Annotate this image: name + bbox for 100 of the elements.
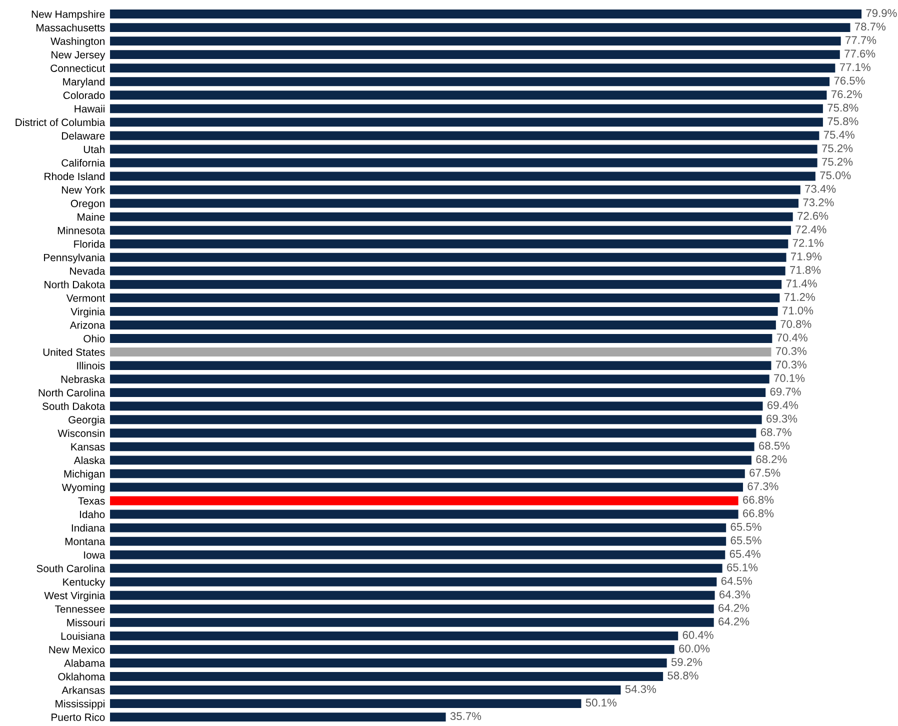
y-tick-label: Massachusetts [36, 24, 105, 32]
data-label: 54.3% [625, 685, 656, 694]
y-tick-label: Puerto Rico [52, 713, 105, 721]
y-tick-label: Texas [78, 497, 105, 505]
y-tick-label: Georgia [68, 416, 106, 426]
bar [110, 348, 772, 356]
data-label: 71.9% [791, 252, 822, 260]
y-tick-label: District of Columbia [16, 118, 106, 126]
bar [110, 10, 862, 18]
y-tick-label: Rhode Island [44, 172, 104, 180]
data-label: 75.4% [824, 130, 854, 139]
y-tick-label: Illinois [77, 362, 105, 370]
bar [110, 510, 738, 519]
y-tick-label: Ohio [84, 334, 105, 342]
bar [110, 334, 772, 343]
data-label: 72.4% [796, 225, 826, 234]
y-tick-label: New Mexico [49, 646, 105, 654]
y-tick-label: New Jersey [52, 51, 106, 61]
bar [110, 252, 786, 262]
data-label: 72.6% [798, 212, 828, 220]
data-label: 70.3% [776, 347, 806, 356]
y-tick-label: Delaware [62, 132, 105, 140]
y-tick-label: Arkansas [62, 686, 105, 694]
data-label: 75.2% [822, 144, 853, 152]
bar [110, 185, 800, 194]
bar [110, 523, 726, 532]
data-label: 78.7% [854, 22, 886, 31]
bar [110, 226, 791, 235]
data-label: 72.1% [792, 238, 824, 247]
y-tick-label: United States [43, 348, 105, 356]
bar [110, 36, 841, 46]
y-tick-label: Tennessee [55, 606, 105, 613]
y-tick-label: Iowa [84, 551, 106, 559]
bar [110, 590, 715, 600]
y-tick-label: New Hampshire [32, 10, 105, 20]
y-tick-label: North Carolina [38, 388, 106, 396]
data-label: 67.5% [750, 468, 780, 477]
bar [110, 212, 793, 222]
y-tick-label: Montana [65, 538, 106, 546]
y-tick-label: Indiana [72, 524, 106, 532]
data-label: 60.0% [679, 644, 710, 652]
data-label: 73.4% [805, 184, 836, 193]
bar [110, 550, 726, 560]
y-tick-label: Minnesota [58, 226, 106, 234]
bar [110, 618, 714, 627]
data-label: 69.4% [767, 401, 798, 410]
data-label: 70.4% [776, 334, 808, 342]
y-tick-label: Maryland [63, 78, 104, 88]
y-tick-label: North Dakota [44, 280, 106, 288]
bar [110, 23, 850, 32]
bar [110, 104, 823, 114]
bar [110, 469, 745, 478]
data-label: 66.8% [743, 509, 774, 518]
bar [110, 77, 830, 86]
data-label: 75.0% [820, 171, 851, 180]
data-label: 65.5% [730, 522, 762, 531]
bar [110, 280, 782, 289]
bar [110, 266, 786, 276]
data-label: 64.3% [720, 590, 750, 598]
data-label: 66.8% [743, 496, 774, 504]
data-label: 69.7% [770, 388, 801, 396]
data-label: 75.8% [828, 117, 858, 126]
data-label: 64.5% [721, 576, 752, 585]
bar [110, 604, 714, 614]
data-label: 71.4% [786, 280, 817, 288]
bar [110, 577, 717, 586]
data-label: 70.1% [774, 374, 805, 382]
y-tick-label: Nevada [70, 267, 106, 275]
y-tick-label: Louisiana [61, 632, 106, 640]
bar [110, 536, 726, 546]
y-tick-label: Missouri [67, 618, 104, 626]
data-label: 70.3% [776, 360, 806, 369]
y-tick-label: Wisconsin [58, 429, 104, 438]
data-label: 50.1% [586, 698, 617, 707]
y-tick-label: Wyoming [62, 483, 104, 494]
data-label: 76.5% [834, 76, 865, 85]
data-label: 79.9% [866, 9, 897, 18]
bar [110, 496, 738, 506]
data-label: 73.2% [803, 198, 834, 206]
bar [110, 631, 678, 640]
bar [110, 64, 836, 73]
data-label: 59.2% [671, 658, 702, 666]
data-label: 75.8% [828, 104, 858, 112]
bar [110, 50, 840, 60]
y-tick-label: Mississippi [56, 700, 104, 710]
y-tick-label: Nebraska [61, 375, 106, 383]
y-tick-label: Virginia [70, 308, 106, 318]
y-tick-label: Washington [50, 37, 104, 47]
y-tick-label: Vermont [66, 294, 106, 302]
bar [110, 712, 446, 722]
bar [110, 699, 582, 708]
bar [110, 198, 798, 208]
y-tick-label: South Dakota [42, 402, 106, 410]
bar [110, 172, 816, 181]
y-tick-label: Arizona [70, 321, 106, 329]
bar [110, 293, 780, 302]
data-label: 70.8% [780, 320, 812, 328]
y-tick-label: Kentucky [63, 578, 106, 588]
bar [110, 307, 778, 316]
bar [110, 388, 766, 398]
